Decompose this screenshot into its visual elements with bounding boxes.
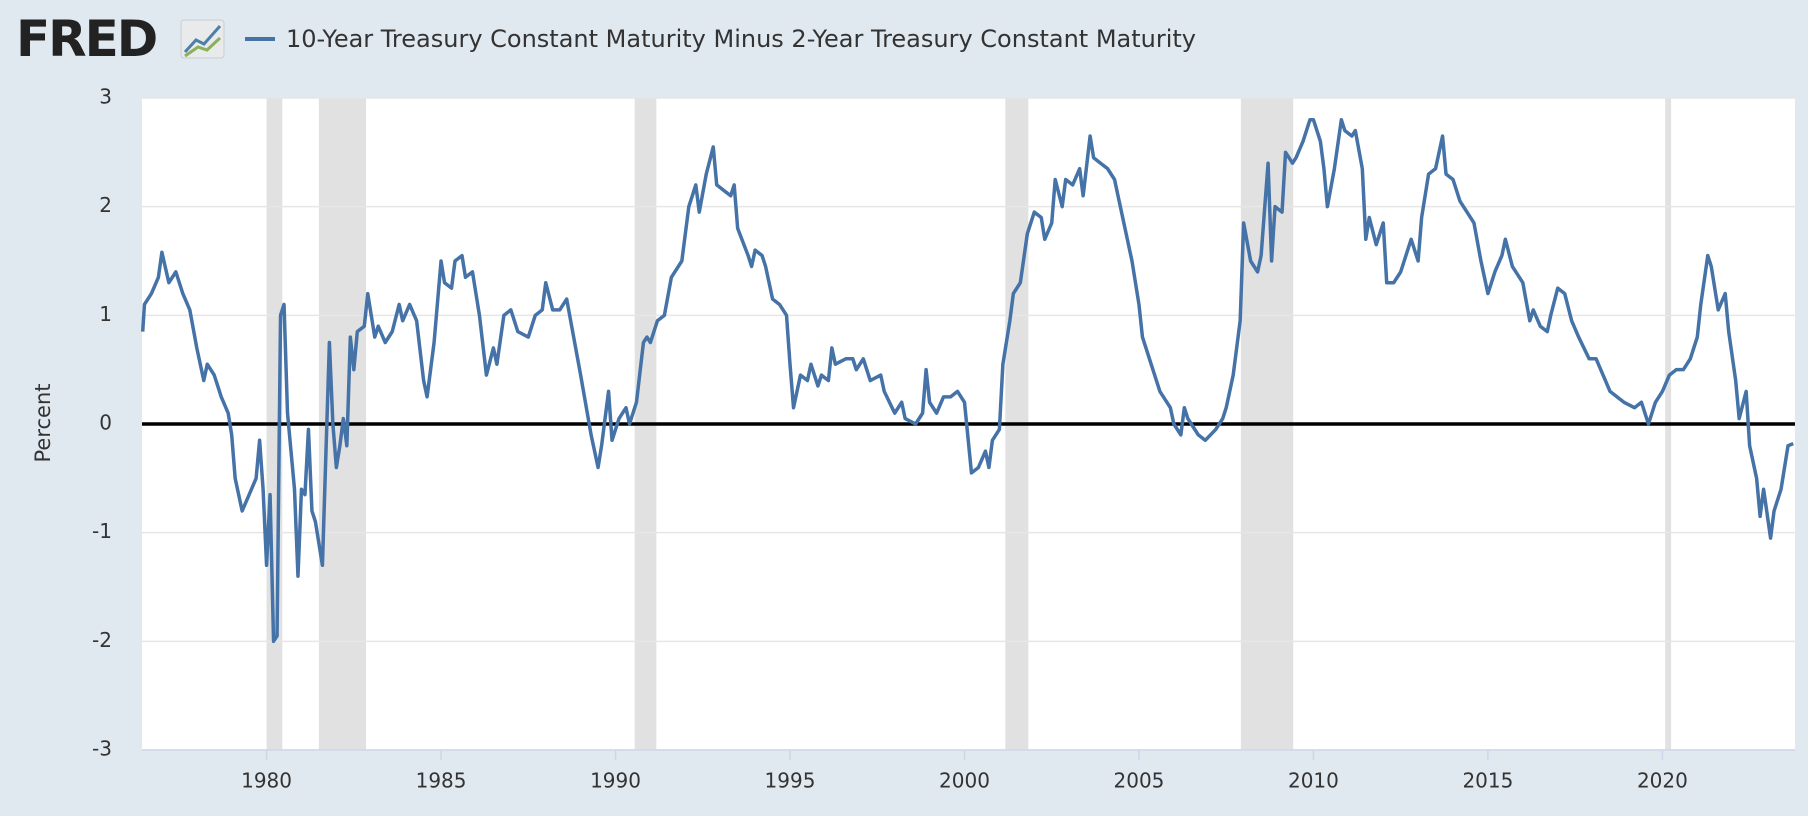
- x-tick-label: 1985: [416, 769, 467, 793]
- y-tick-label: -3: [92, 737, 112, 761]
- x-tick-label: 1980: [241, 769, 292, 793]
- x-tick-label: 1995: [765, 769, 816, 793]
- logo: FRED: [16, 10, 156, 68]
- data-line: [140, 117, 1794, 644]
- logo-icon: [180, 19, 225, 59]
- y-tick-label: -1: [92, 519, 112, 543]
- x-tick-label: 2015: [1462, 769, 1513, 793]
- y-tick-label: 3: [99, 85, 112, 109]
- x-tick-label: 1990: [590, 769, 641, 793]
- x-tick-label: 2005: [1114, 769, 1165, 793]
- x-tick-label: 2010: [1288, 769, 1339, 793]
- x-tick-label: 2000: [939, 769, 990, 793]
- y-axis-label: Percent: [31, 383, 55, 462]
- y-tick-label: 1: [99, 302, 112, 326]
- y-tick-label: -2: [92, 628, 112, 652]
- legend-label: 10-Year Treasury Constant Maturity Minus…: [286, 25, 1196, 53]
- x-tick-label: 2020: [1637, 769, 1688, 793]
- y-tick-label: 2: [99, 193, 112, 217]
- y-tick-label: 0: [99, 411, 112, 435]
